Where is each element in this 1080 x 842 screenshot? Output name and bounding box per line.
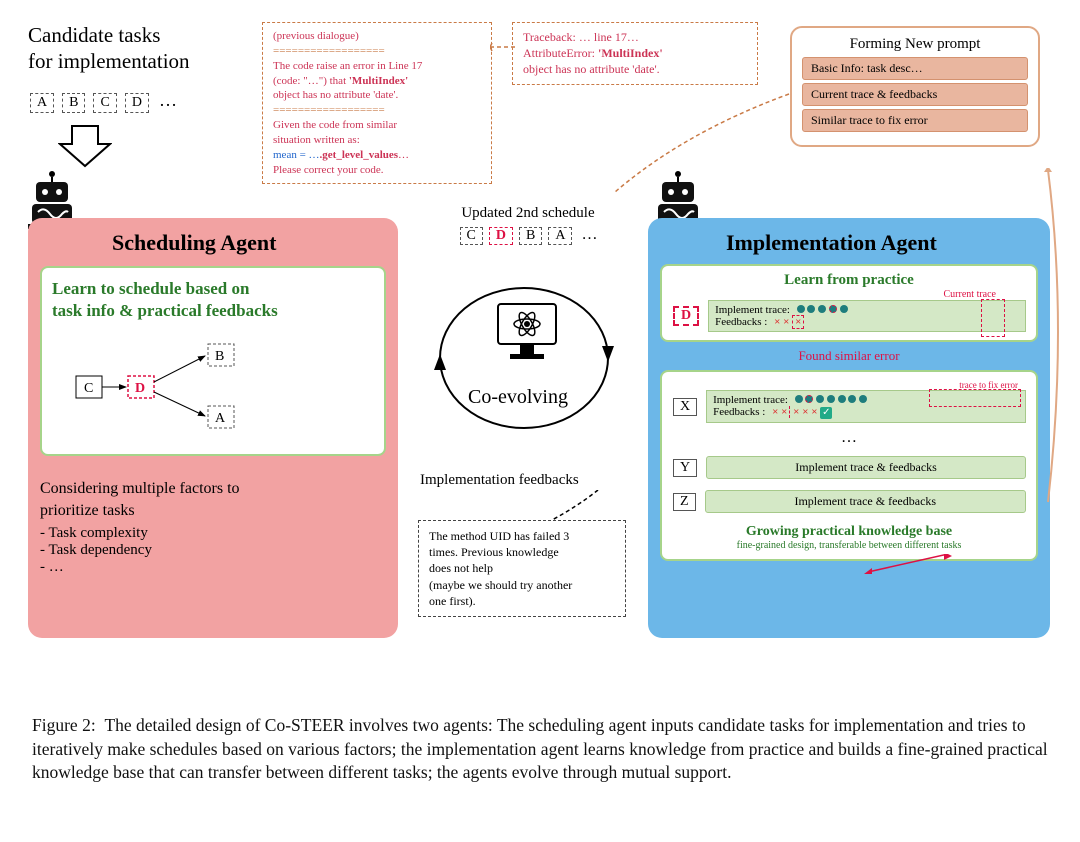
dialogue-line: (previous dialogue)	[273, 29, 481, 44]
similar-arrow-icon	[738, 554, 1038, 574]
svg-text:C: C	[84, 381, 93, 396]
dialogue-err: The code raise an error in Line 17 (code…	[273, 59, 481, 104]
factor-item: - …	[40, 559, 386, 576]
row-d-bar: Implement trace: Feedbacks : × × ×	[708, 300, 1026, 332]
row-x-token: X	[673, 398, 697, 416]
trace-label: Implement trace:	[713, 394, 788, 406]
down-arrow-icon	[58, 122, 112, 172]
schedule-graph: C D B A	[52, 330, 312, 440]
row-y-token: Y	[673, 459, 697, 477]
row-y: Y Implement trace & feedbacks	[672, 453, 1026, 482]
row-x: X Implement trace: Feedbacks : × × × × ×…	[672, 390, 1026, 423]
row-z: Z Implement trace & feedbacks	[672, 487, 1026, 516]
svg-text:D: D	[135, 381, 145, 396]
fb-label: Feedbacks :	[715, 316, 767, 328]
trace-label: Implement trace:	[715, 304, 790, 316]
dialogue-hint: Given the code from similar situation wr…	[273, 118, 481, 177]
sched-token-b: B	[519, 227, 542, 245]
kb-heading: Growing practical knowledge base	[672, 524, 1026, 540]
ellipsis: …	[159, 90, 177, 110]
monitor-icon	[492, 298, 562, 368]
schedule-panel-text: Learn to schedule based on task info & p…	[52, 278, 374, 322]
prompt-bar-1: Basic Info: task desc…	[802, 57, 1028, 80]
fb-label: Feedbacks :	[713, 406, 765, 418]
task-b: B	[62, 93, 85, 113]
implementation-agent-panel: Implementation Agent Learn from practice…	[648, 218, 1050, 638]
caption-text: The detailed design of Co-STEER involves…	[32, 715, 1048, 782]
task-d: D	[125, 93, 149, 113]
updated-schedule: Updated 2nd schedule C D B A …	[418, 205, 638, 245]
top-connector-1	[490, 40, 520, 54]
similar-error-label: Found similar error	[660, 348, 1038, 364]
row-y-bar: Implement trace & feedbacks	[706, 456, 1026, 479]
sched-token-a: A	[548, 227, 572, 245]
row-x-bar: Implement trace: Feedbacks : × × × × × ✓	[706, 390, 1026, 423]
learn-panel: Learn from practice Current trace D Impl…	[660, 264, 1038, 342]
candidate-tasks-title: Candidate tasks for implementation	[28, 22, 258, 75]
kb-panel: trace to fix error X Implement trace: Fe…	[660, 370, 1038, 561]
dialogue-sep: ==================	[273, 44, 481, 59]
svg-text:B: B	[215, 349, 224, 364]
impl-agent-title: Implementation Agent	[726, 230, 1038, 256]
prompt-connector-down	[1044, 168, 1074, 508]
dialogue-box: (previous dialogue) ================== T…	[262, 22, 492, 184]
svg-text:A: A	[215, 411, 226, 426]
note-connector	[548, 490, 608, 524]
forming-prompt-box: Forming New prompt Basic Info: task desc…	[790, 26, 1040, 147]
figure-canvas: Candidate tasks for implementation A B C…	[0, 0, 1080, 700]
row-z-token: Z	[673, 493, 696, 511]
factor-item: - Task dependency	[40, 542, 386, 559]
factors-list: - Task complexity - Task dependency - …	[40, 525, 386, 576]
task-a: A	[30, 93, 54, 113]
learn-heading: Learn from practice	[672, 272, 1026, 289]
impl-feedback-label: Implementation feedbacks	[420, 472, 579, 489]
task-c: C	[93, 93, 116, 113]
co-evolving-label: Co-evolving	[468, 386, 568, 409]
traceback-l1: Traceback: … line 17…	[523, 29, 747, 45]
candidate-task-tokens: A B C D …	[28, 90, 177, 113]
factors-heading: Considering multiple factors to prioriti…	[40, 478, 386, 521]
feedback-note-box: The method UID has failed 3 times. Previ…	[418, 520, 626, 617]
current-trace-label: Current trace	[672, 289, 1026, 300]
prompt-bar-3: Similar trace to fix error	[802, 109, 1028, 132]
figure-caption: Figure 2: The detailed design of Co-STEE…	[0, 700, 1080, 803]
prompt-bar-2: Current trace & feedbacks	[802, 83, 1028, 106]
row-z-bar: Implement trace & feedbacks	[705, 490, 1026, 513]
kb-sub: fine-grained design, transferable betwee…	[672, 540, 1026, 551]
dialogue-sep2: ==================	[273, 103, 481, 118]
sched-token-d: D	[489, 227, 513, 245]
row-d: D Implement trace: Feedbacks : × × ×	[672, 300, 1026, 332]
traceback-box: Traceback: … line 17… AttributeError: 'M…	[512, 22, 758, 85]
scheduling-agent-panel: Scheduling Agent Learn to schedule based…	[28, 218, 398, 638]
traceback-l2: AttributeError: 'MultiIndex' object has …	[523, 45, 747, 77]
schedule-inner-panel: Learn to schedule based on task info & p…	[40, 266, 386, 456]
factor-item: - Task complexity	[40, 525, 386, 542]
updated-label: Updated 2nd schedule	[418, 205, 638, 222]
scheduling-agent-title: Scheduling Agent	[112, 230, 386, 256]
caption-label: Figure 2:	[32, 715, 96, 735]
prompt-title: Forming New prompt	[802, 36, 1028, 53]
row-d-token: D	[673, 306, 699, 326]
sched-token-c: C	[460, 227, 483, 245]
